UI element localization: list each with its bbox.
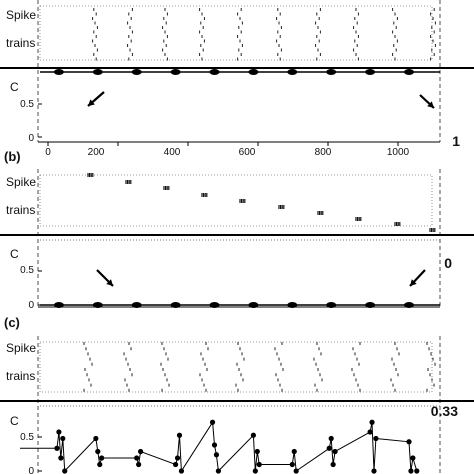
c-data-point <box>404 69 414 75</box>
annotation-arrow-head <box>88 99 95 106</box>
c-tick-label-b-half: 0.5 <box>20 265 34 276</box>
c-data-point <box>56 429 62 435</box>
c-data-point <box>365 302 376 308</box>
c-axis-label-c: C <box>10 414 19 428</box>
c-data-point <box>54 445 60 451</box>
c-data-point <box>170 302 181 308</box>
c-data-point <box>252 468 258 474</box>
c-data-point <box>332 448 338 455</box>
raster-label-bottom-c: trains <box>6 369 35 383</box>
c-axis-label-a: C <box>10 80 19 94</box>
c-data-point <box>60 435 66 442</box>
x-tick-label-800: 800 <box>315 147 332 158</box>
c-data-point <box>174 455 181 461</box>
c-data-point <box>254 448 260 455</box>
c-data-point <box>136 461 142 468</box>
c-data-point <box>326 445 332 451</box>
c-tick-label-a-half: 0.5 <box>20 99 34 110</box>
c-data-point <box>406 439 412 445</box>
c-data-point <box>408 468 414 474</box>
c-data-point <box>291 448 297 455</box>
panel-label-b: (b) <box>4 149 21 164</box>
raster-dotted-box <box>39 341 433 393</box>
c-data-point <box>369 419 375 425</box>
c-data-point <box>410 455 416 461</box>
c-data-point <box>134 455 140 461</box>
c-data-point <box>414 468 420 474</box>
c-data-point <box>93 435 99 442</box>
c-data-point <box>97 461 103 468</box>
c-data-point <box>137 448 144 455</box>
c-data-point <box>248 302 259 308</box>
x-tick-label-400: 400 <box>164 147 181 158</box>
raster-dotted-box <box>39 5 433 61</box>
c-tick-label-a-zero: 0 <box>28 133 34 144</box>
raster-label-top-a: Spike <box>6 8 36 22</box>
annotation-arrow-head <box>410 279 417 286</box>
raster-label-top-c: Spike <box>6 341 36 355</box>
c-data-point <box>209 302 220 308</box>
x-tick-label-1000: 1000 <box>387 147 410 158</box>
c-data-point <box>293 468 299 474</box>
c-data-point <box>365 69 376 75</box>
x-tick-label-200: 200 <box>88 147 105 158</box>
c-data-point <box>213 452 220 458</box>
c-data-point <box>287 69 298 75</box>
c-series-line <box>20 420 418 473</box>
c-data-point <box>131 302 142 308</box>
c-data-point <box>131 69 142 75</box>
c-data-point <box>328 435 334 442</box>
c-data-point <box>215 468 221 474</box>
raster-label-bottom-a: trains <box>6 36 35 50</box>
c-tick-label-c-zero: 0 <box>28 466 34 474</box>
raster-label-bottom-b: trains <box>6 203 35 217</box>
c-data-point <box>330 461 336 468</box>
c-data-point <box>170 69 181 75</box>
c-data-point <box>367 429 373 435</box>
panel-label-c: (c) <box>4 315 20 330</box>
c-data-point <box>62 468 68 474</box>
c-data-point <box>173 461 179 468</box>
c-data-point <box>209 419 216 425</box>
c-data-point <box>58 455 64 461</box>
c-data-point <box>53 69 64 75</box>
c-value-annotation-a: 1 <box>452 133 460 149</box>
raster-dotted-box <box>39 174 433 227</box>
x-tick-label-600: 600 <box>239 147 256 158</box>
c-data-point <box>250 432 256 438</box>
c-data-point <box>92 69 103 75</box>
c-data-point <box>248 69 259 75</box>
c-tick-label-b-zero: 0 <box>28 300 34 311</box>
c-data-point <box>209 69 220 75</box>
c-data-point <box>211 442 218 448</box>
c-data-point <box>289 461 295 468</box>
c-value-annotation-c: 0.33 <box>431 403 458 419</box>
c-data-point <box>371 468 377 474</box>
c-data-point <box>53 302 64 308</box>
c-tick-label-c-half: 0.5 <box>20 432 34 443</box>
c-data-point <box>95 448 101 455</box>
annotation-arrow-head <box>427 101 434 108</box>
raster-label-top-b: Spike <box>6 175 36 189</box>
annotation-arrow-head <box>106 279 113 286</box>
c-data-point <box>326 302 337 308</box>
c-axis-label-b: C <box>10 247 19 261</box>
c-data-point <box>326 69 337 75</box>
c-data-point <box>99 455 105 461</box>
c-data-point <box>178 468 185 474</box>
c-data-point <box>287 302 298 308</box>
c-data-point <box>256 461 262 468</box>
c-value-annotation-b: 0 <box>444 255 452 271</box>
c-data-point <box>404 302 414 308</box>
c-data-point <box>373 435 379 442</box>
x-tick-label-0: 0 <box>45 147 51 158</box>
c-data-point <box>92 302 103 308</box>
c-data-point <box>176 432 183 438</box>
